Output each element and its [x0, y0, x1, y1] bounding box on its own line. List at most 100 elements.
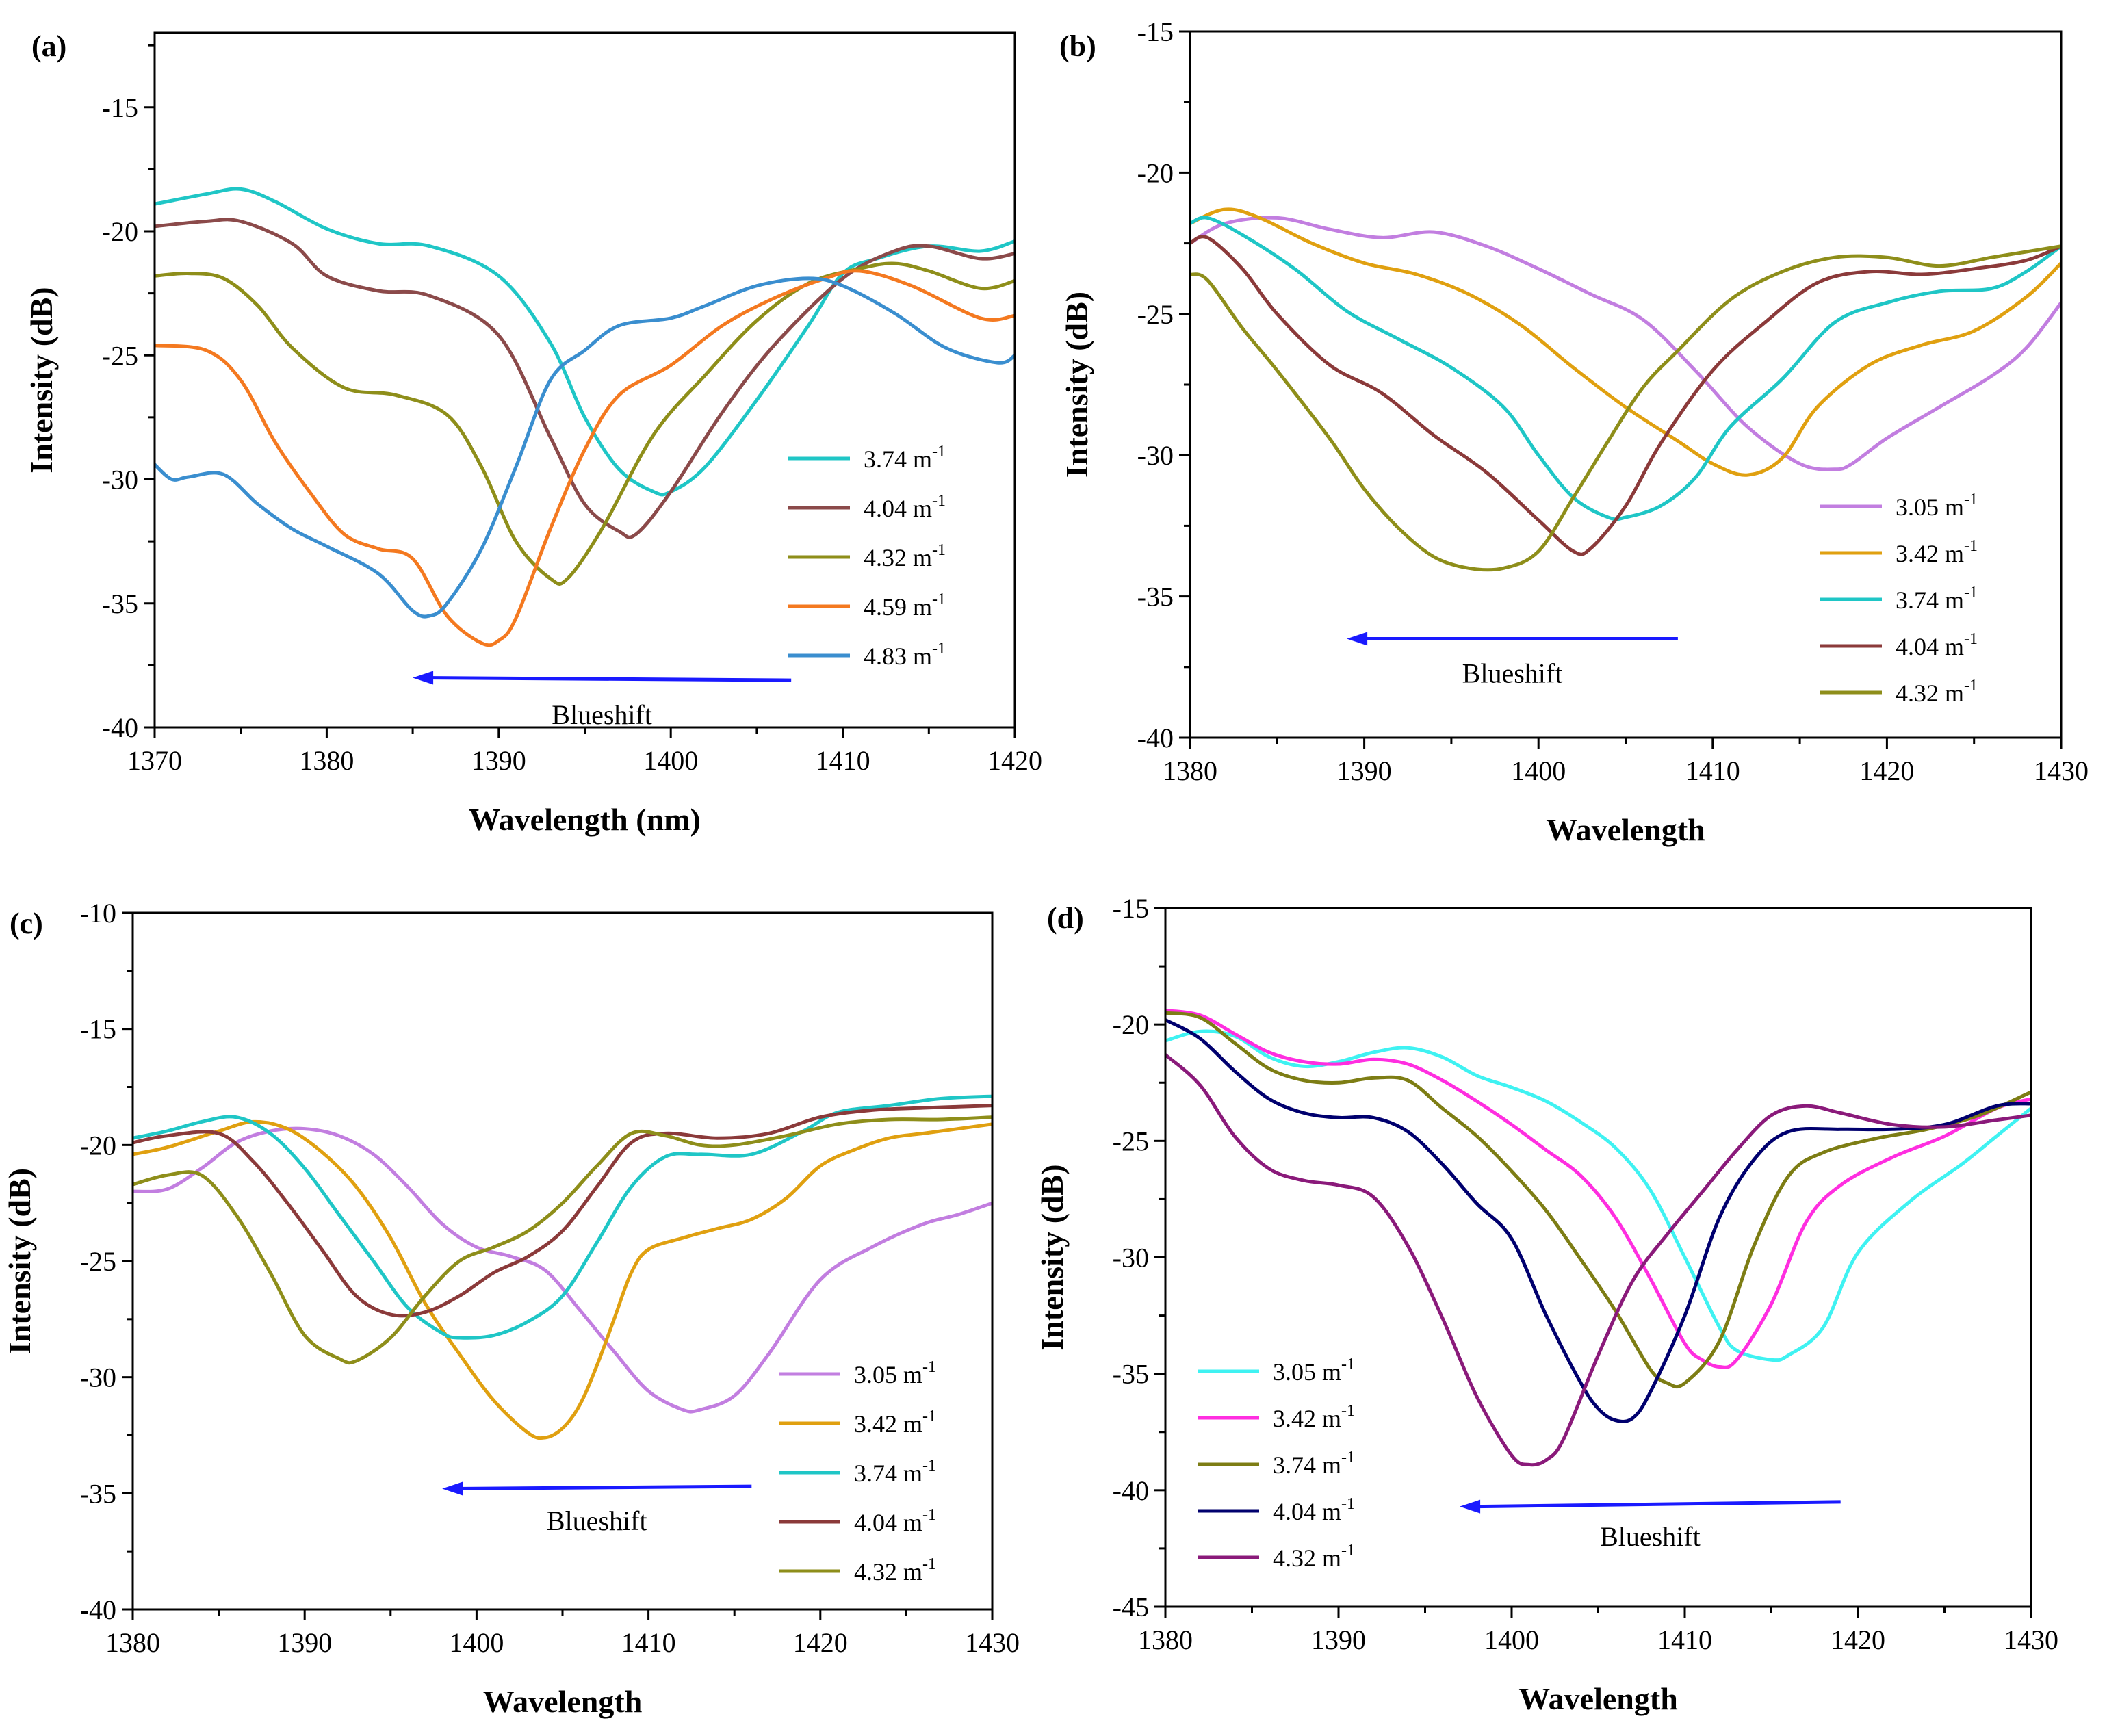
legend-label: 4.04 m-1 — [864, 492, 946, 522]
x-tick-label: 1390 — [471, 745, 526, 776]
blueshift-arrow — [456, 1484, 752, 1491]
series-line-c-1 — [133, 1126, 992, 1414]
legend-label: 3.42 m-1 — [854, 1408, 936, 1438]
legend-label: 4.32 m-1 — [864, 541, 946, 571]
x-tick-label: 1370 — [127, 745, 182, 776]
series-lines — [133, 1094, 992, 1440]
x-tick-label: 1410 — [621, 1627, 676, 1658]
series-line-b-5 — [1190, 244, 2061, 572]
panel-label: (a) — [31, 29, 66, 63]
series-lines — [1165, 1009, 2031, 1467]
blueshift-arrowhead — [1347, 632, 1368, 646]
x-tick-label: 1420 — [1831, 1624, 1885, 1655]
legend-label: 3.74 m-1 — [854, 1457, 936, 1487]
series-line-c-4 — [133, 1104, 992, 1318]
blueshift-label: Blueshift — [547, 1505, 647, 1536]
y-tick-label: -40 — [1113, 1475, 1149, 1506]
y-tick-label: -20 — [1113, 1009, 1149, 1040]
legend-label: 4.04 m-1 — [1273, 1495, 1355, 1525]
legend-label: 4.59 m-1 — [864, 591, 946, 621]
x-tick-label: 1380 — [299, 745, 354, 776]
series-line-c-5 — [133, 1115, 992, 1365]
y-axis-title: Intensity (dB) — [1035, 1164, 1070, 1350]
y-tick-label: -45 — [1113, 1592, 1149, 1622]
y-tick-label: -15 — [102, 92, 138, 123]
x-tick-label: 1380 — [1163, 755, 1217, 786]
x-tick-label: 1420 — [1859, 755, 1914, 786]
y-tick-label: -20 — [102, 216, 138, 247]
y-tick-label: -40 — [80, 1594, 116, 1625]
legend-label: 3.05 m-1 — [854, 1358, 936, 1388]
y-tick-label: -20 — [1137, 157, 1174, 188]
series-line-d-5 — [1165, 1052, 2031, 1467]
panel-d: 1380 1390 1400 1410 1420 1430 -45 -40 -35 -30 -25 -… — [1035, 893, 2058, 1716]
series-line-a-4 — [155, 269, 1015, 647]
series-line-d-2 — [1165, 1009, 2031, 1369]
y-tick-label: -20 — [80, 1130, 116, 1161]
series-line-b-4 — [1190, 235, 2061, 556]
x-axis-title: Wavelength — [1546, 812, 1705, 847]
y-tick-label: -25 — [102, 340, 138, 371]
series-line-b-1 — [1190, 216, 2061, 471]
x-tick-label: 1420 — [793, 1627, 848, 1658]
legend-label: 4.32 m-1 — [854, 1555, 936, 1585]
legend-label: 3.42 m-1 — [1896, 537, 1978, 567]
x-tick-label: 1400 — [449, 1627, 504, 1658]
x-axis-title: Wavelength (nm) — [469, 802, 701, 837]
y-tick-label: -35 — [1113, 1359, 1149, 1390]
legend-label: 3.05 m-1 — [1273, 1356, 1355, 1386]
panel-label: (b) — [1059, 29, 1096, 63]
blueshift-label: Blueshift — [1600, 1521, 1701, 1552]
y-axis-title: Intensity (dB) — [2, 1168, 37, 1354]
y-tick-label: -15 — [1137, 16, 1174, 47]
x-axis-title: Wavelength — [1518, 1681, 1678, 1716]
legend-label: 4.32 m-1 — [1273, 1542, 1355, 1572]
y-tick-label: -25 — [1113, 1126, 1149, 1156]
y-tick-label: -35 — [1137, 582, 1174, 612]
x-tick-label: 1430 — [2034, 755, 2089, 786]
panel-c: 1380 1390 1400 1410 1420 1430 -40 -35 -30 -25 -20 -… — [2, 898, 1020, 1719]
panel-a: 1370 1380 1390 1400 1410 1420 -40 -35 -30 -25 -20 -… — [24, 29, 1042, 837]
y-axis-title: Intensity (dB) — [24, 287, 59, 473]
series-line-a-1 — [155, 187, 1015, 497]
blueshift-arrowhead — [442, 1481, 463, 1496]
x-tick-label: 1380 — [1138, 1624, 1193, 1655]
series-line-a-2 — [155, 218, 1015, 539]
blueshift-label: Blueshift — [1462, 658, 1563, 689]
x-tick-label: 1430 — [965, 1627, 1020, 1658]
x-tick-label: 1420 — [987, 745, 1042, 776]
y-tick-label: -15 — [80, 1014, 116, 1045]
y-tick-label: -40 — [1137, 723, 1174, 753]
y-tick-label: -35 — [102, 588, 138, 619]
y-tick-label: -30 — [1113, 1243, 1149, 1273]
series-line-c-2 — [133, 1119, 992, 1440]
blueshift-arrowhead — [413, 671, 434, 685]
x-axis-title: Wavelength — [483, 1684, 643, 1719]
y-tick-label: -30 — [102, 465, 138, 495]
panel-label: (c) — [10, 907, 43, 940]
plot-frame — [153, 31, 1016, 729]
plot-frame — [1189, 30, 2063, 739]
x-tick-label: 1390 — [1337, 755, 1392, 786]
legend-label: 3.74 m-1 — [1273, 1449, 1355, 1479]
y-tick-label: -25 — [1137, 299, 1174, 330]
legend-label: 3.05 m-1 — [1896, 491, 1978, 521]
series-line-b-2 — [1190, 207, 2061, 477]
x-tick-label: 1430 — [2004, 1624, 2058, 1655]
y-tick-label: -35 — [80, 1478, 116, 1509]
x-tick-label: 1400 — [643, 745, 698, 776]
legend-label: 4.83 m-1 — [864, 640, 946, 670]
y-tick-label: -30 — [1137, 440, 1174, 471]
legend-label: 3.74 m-1 — [1896, 584, 1978, 614]
y-axis-title: Intensity (dB) — [1059, 292, 1094, 478]
blueshift-arrow — [1473, 1500, 1841, 1509]
x-tick-label: 1410 — [1657, 1624, 1712, 1655]
series-line-d-4 — [1165, 1018, 2031, 1423]
x-tick-label: 1390 — [1311, 1624, 1366, 1655]
series-line-a-3 — [155, 261, 1015, 586]
blueshift-arrow — [426, 676, 792, 682]
series-line-b-3 — [1190, 216, 2061, 521]
legend-label: 4.04 m-1 — [854, 1506, 936, 1536]
y-tick-label: -10 — [80, 898, 116, 929]
